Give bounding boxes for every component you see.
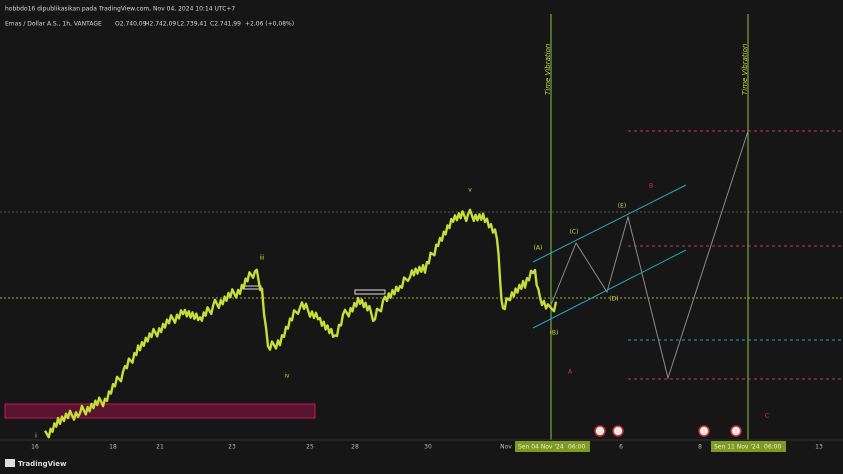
x-highlight-time: 06:00	[764, 444, 781, 451]
ohlc-value: +2,06 (+0,08%)	[245, 21, 294, 28]
event-icon	[612, 425, 624, 437]
x-tick-label: Nov	[500, 444, 512, 451]
x-highlight-date: Sen 04 Nov '24	[518, 444, 564, 451]
x-tick-label: 18	[109, 444, 117, 451]
x-tick-label: 28	[351, 444, 359, 451]
x-tick-label: 30	[424, 444, 432, 451]
ohlc-value: C2.741,99	[210, 21, 241, 28]
x-tick-label: 25	[306, 444, 314, 451]
time-label: Time Vibration	[544, 44, 552, 95]
wave-label: A	[568, 369, 573, 376]
logo	[5, 459, 15, 467]
projection	[550, 130, 749, 380]
ohlc-value: O2.740,09	[115, 21, 147, 28]
zone	[4, 403, 316, 419]
event-icon	[730, 425, 742, 437]
wave-label: (B)	[550, 330, 559, 337]
wave-label: B	[649, 183, 653, 190]
ohlc-value: L2.739,41	[177, 21, 207, 28]
x-tick-label: 23	[228, 444, 236, 451]
ohlc-value: H2.742,09	[145, 21, 176, 28]
wave-label: (D)	[609, 296, 618, 303]
wave-label: (E)	[618, 203, 626, 210]
wave-label: iii	[259, 255, 264, 262]
x-highlight-time: 06:00	[568, 444, 585, 451]
event-icon	[594, 425, 606, 437]
wave-label: C	[765, 413, 769, 420]
publish-note: hobbdo16 dipublikasikan pada TradingView…	[5, 6, 235, 13]
wave-label: (C)	[570, 229, 579, 236]
x-tick-label: 21	[156, 444, 164, 451]
wave-label: i	[35, 433, 37, 440]
channel-line	[532, 184, 687, 263]
x-highlight	[515, 441, 590, 452]
symbol: Emas / Dollar A.S., 1h, VANTAGE	[5, 21, 102, 28]
x-tick-label: 6	[619, 444, 623, 451]
time-label: Time Vibration	[741, 44, 749, 95]
channel-line	[532, 249, 687, 329]
x-tick-label: 8	[698, 444, 702, 451]
x-tick-label: 16	[31, 444, 39, 451]
x-highlight-date: Sen 11 Nov '24	[714, 444, 760, 451]
wave-label: iv	[284, 373, 290, 380]
brand: TradingView	[18, 460, 67, 468]
event-icon	[698, 425, 710, 437]
wave-label: (A)	[534, 245, 543, 252]
wave-label: v	[468, 187, 472, 194]
x-tick-label: 13	[815, 444, 823, 451]
price-series	[43, 208, 558, 439]
box	[354, 289, 386, 295]
x-highlight	[711, 441, 786, 452]
box	[242, 285, 262, 290]
